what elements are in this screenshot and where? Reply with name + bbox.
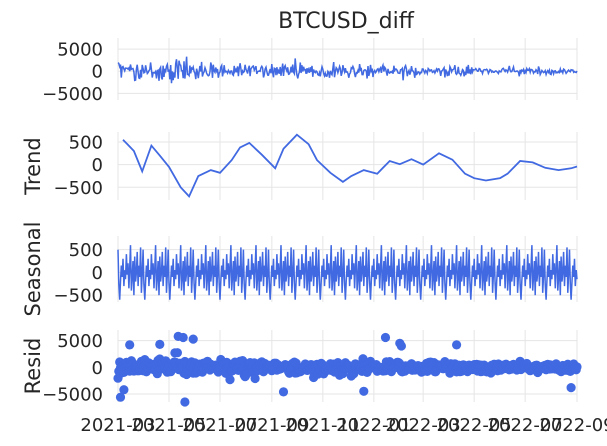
series-line xyxy=(117,56,578,84)
x-tick-label: 2021-11 xyxy=(285,415,360,436)
x-tick-label: 2021-05 xyxy=(131,415,206,436)
y-tick-label: 0 xyxy=(92,155,103,176)
x-tick-label: 2022-07 xyxy=(488,415,563,436)
resid-point xyxy=(225,375,235,385)
y-tick-label: 5000 xyxy=(57,40,103,61)
y-tick-label: −500 xyxy=(54,286,103,307)
y-axis-label: Seasonal xyxy=(21,222,45,317)
resid-point xyxy=(188,334,198,344)
panel-seasonal: 5000−500 Seasonal xyxy=(21,222,578,317)
resid-point xyxy=(278,387,289,397)
resid-point xyxy=(125,340,135,350)
resid-point xyxy=(396,341,406,351)
chart-title: BTCUSD_diff xyxy=(278,9,415,34)
x-axis: 2021-032021-052021-072021-092021-112022-… xyxy=(80,415,607,436)
resid-point xyxy=(155,339,165,349)
x-tick-label: 2021-03 xyxy=(80,415,155,436)
y-tick-label: 0 xyxy=(92,263,103,284)
resid-point xyxy=(115,392,126,402)
y-tick-label: 5000 xyxy=(57,331,103,352)
y-tick-label: 0 xyxy=(92,358,103,379)
x-tick-label: 2021-09 xyxy=(234,415,309,436)
resid-point xyxy=(572,362,582,372)
x-tick-label: 2022-01 xyxy=(336,415,411,436)
resid-point xyxy=(359,386,369,396)
y-tick-label: 0 xyxy=(92,62,103,83)
resid-point xyxy=(119,385,129,395)
trend-line xyxy=(122,133,578,199)
resid-point xyxy=(452,340,462,350)
resid-point xyxy=(178,332,188,343)
x-tick-label: 2022-09 xyxy=(539,415,607,436)
y-tick-label: −5000 xyxy=(42,385,103,406)
resid-point xyxy=(250,373,260,384)
resid-point xyxy=(180,397,190,407)
resid-point xyxy=(380,332,391,343)
seasonal-line xyxy=(117,245,578,300)
x-tick-label: 2022-05 xyxy=(437,415,512,436)
panel-trend: 5000−500 Trend xyxy=(21,132,578,200)
x-tick-label: 2021-07 xyxy=(182,415,257,436)
y-tick-label: 500 xyxy=(69,240,103,261)
x-tick-label: 2022-03 xyxy=(386,415,461,436)
y-tick-label: −5000 xyxy=(42,84,103,105)
y-axis-label: Resid xyxy=(21,338,45,395)
y-tick-label: −500 xyxy=(54,178,103,199)
y-tick-label: 500 xyxy=(69,132,103,153)
resid-point xyxy=(566,383,576,393)
resid-point xyxy=(172,348,182,358)
y-axis-label: Trend xyxy=(21,137,45,195)
